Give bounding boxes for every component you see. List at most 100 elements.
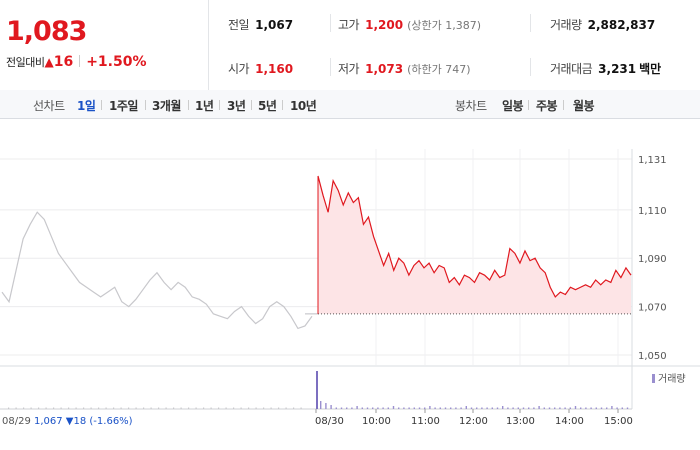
divider [219,100,220,110]
volume-bar [444,407,447,409]
volume-bar [434,407,436,409]
divider [188,100,189,110]
volume-bar [346,407,348,409]
volume-bar [143,407,145,409]
volume-bar [263,407,265,409]
amount-stat: 거래대금 3,231 백만 [550,60,661,77]
amount-value: 3,231 [598,62,637,76]
tab-1-week[interactable]: 1주일 [109,99,138,113]
high-label: 고가 [338,18,360,32]
up-triangle-icon: ▲ [44,55,54,69]
volume-bar [240,407,242,409]
high-value: 1,200 [365,18,404,32]
y-tick-label: 1,050 [638,351,667,362]
volume-bar [233,407,235,409]
volume-legend-label: 거래량 [658,373,686,385]
volume-bar [486,407,488,409]
x-tick-label: 14:00 [555,416,584,427]
volume-bar [382,407,384,409]
volume-bar [429,406,431,409]
volume-bar [595,407,597,409]
volume-bar [340,407,343,409]
volume-bar [465,406,467,409]
tab-1-year[interactable]: 1년 [195,99,214,113]
volume-bar [580,407,582,409]
volume-bar [403,407,405,409]
volume-bar [90,407,92,409]
volume-bar [45,407,47,409]
divider [530,14,531,32]
x-tick-label: 08/30 [315,416,344,427]
volume-bar [470,407,473,409]
tab-5-years[interactable]: 5년 [258,99,277,113]
volume-bar [98,407,100,409]
volume-bar [512,407,514,409]
tab-daily-candle[interactable]: 일봉 [502,99,524,113]
tab-monthly-candle[interactable]: 월봉 [573,99,595,113]
volume-bar [590,407,592,409]
volume-bar [606,407,608,409]
volume-bar [248,407,250,409]
volume-bar [83,407,85,409]
volume-bar [225,407,227,409]
divider [101,100,102,110]
volume-bar [418,407,421,409]
volume-bar [496,407,499,409]
volume-bar [517,407,519,409]
x-tick-label: 11:00 [411,416,440,427]
volume-bar [173,407,175,409]
tab-1-day[interactable]: 1일 [77,99,96,113]
volume-bar [377,407,379,409]
previous-day-info: 08/29 1,067 ▼18 (-1.66%) [2,416,133,427]
volume-bar [180,407,182,409]
price-summary: 1,083 전일대비▲16 +1.50% 전일 1,067 고가 1,200 (상한가 … [0,0,700,91]
volume-value: 2,882,837 [587,18,656,32]
volume-bar [585,407,587,409]
volume-bar [476,407,478,409]
tab-weekly-candle[interactable]: 주봉 [536,99,558,113]
divider [330,58,331,76]
volume-bar [128,407,130,409]
volume-bar [398,407,400,409]
low-value: 1,073 [365,62,404,76]
low-stat: 저가 1,073 (하한가 747) [338,60,471,77]
amount-unit: 백만 [639,62,662,76]
x-tick-label: 13:00 [506,416,535,427]
divider [330,14,331,32]
volume-bar [30,407,32,409]
volume-bar [626,407,629,409]
open-stat: 시가 1,160 [228,60,293,77]
tab-10-years[interactable]: 10년 [290,99,317,113]
volume-bar [507,407,509,409]
open-value: 1,160 [255,62,294,76]
volume-bar [270,407,272,409]
divider [282,100,283,110]
y-tick-label: 1,090 [638,254,667,265]
today-price-line [317,175,632,298]
volume-bar [356,406,358,409]
volume-bar [158,407,160,409]
intraday-price-chart[interactable]: 1,131 1,110 1,090 1,070 1,050 거래량 08/29 1,06… [0,119,700,450]
volume-bar [278,407,280,409]
volume-label: 거래량 [550,18,582,32]
volume-bar [60,407,62,409]
divider [145,100,146,110]
x-tick-label: 10:00 [362,416,391,427]
volume-bar [361,407,363,409]
change-label: 전일대비 [6,56,45,69]
volume-bar [372,407,374,409]
volume-bar [408,407,410,409]
volume-bar [491,407,493,409]
volume-bar [564,407,566,409]
volume-bar [621,407,623,409]
volume-bar [502,406,504,409]
current-price: 1,083 [6,16,87,47]
y-tick-label: 1,070 [638,303,667,314]
tab-3-months[interactable]: 3개월 [152,99,181,113]
volume-bar [481,407,483,409]
volume-bar [285,407,287,409]
tab-3-years[interactable]: 3년 [227,99,246,113]
volume-bar [335,407,337,409]
x-tick-label: 15:00 [604,416,633,427]
volume-bar [293,407,295,409]
